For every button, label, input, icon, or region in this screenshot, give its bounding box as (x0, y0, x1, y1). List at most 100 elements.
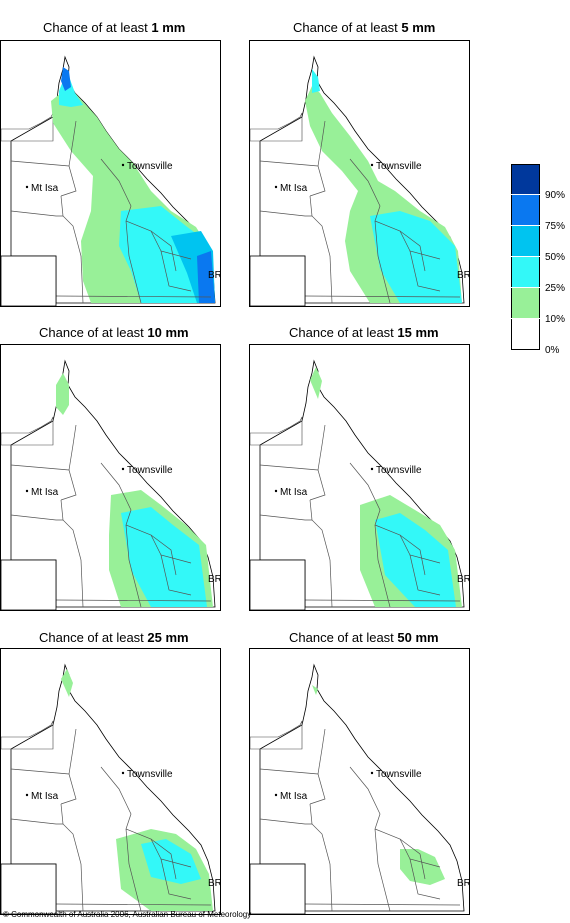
district-border (125, 524, 142, 608)
mt-isa-dot (274, 793, 278, 797)
gulf-coast (250, 112, 303, 142)
district-border (317, 120, 326, 167)
mt-isa-label: Mt Isa (280, 183, 308, 194)
bris-label: BRIS (208, 270, 220, 281)
bris-label: BRIS (457, 878, 469, 889)
townsville-dot (121, 163, 125, 167)
townsville-dot (121, 771, 125, 775)
district-border (304, 295, 461, 298)
panel-title: Chance of at least 5 mm (293, 20, 436, 35)
map-svg: Townsville Mt Isa BRIS (1, 663, 220, 914)
district-border (100, 158, 132, 222)
district-border (259, 464, 326, 501)
district-border (374, 524, 426, 576)
district-border (80, 863, 84, 912)
panel-title: Chance of at least 25 mm (39, 630, 189, 645)
district-border (349, 462, 381, 526)
townsville-label: Townsville (376, 465, 422, 476)
probability-map: Townsville Mt Isa BRIS (0, 40, 221, 307)
district-border (125, 220, 177, 272)
inset-box (250, 255, 306, 306)
district-border (80, 559, 84, 608)
map-svg: Townsville Mt Isa BRIS (1, 55, 220, 306)
district-border (125, 828, 142, 912)
district-border (68, 728, 77, 775)
district-border (60, 195, 82, 257)
probability-area (197, 251, 215, 303)
district-border (160, 858, 192, 900)
panel-title: Chance of at least 15 mm (289, 325, 439, 340)
district-border (125, 220, 142, 304)
district-border (349, 766, 381, 830)
bris-label: BRIS (457, 574, 469, 585)
mt-isa-dot (25, 793, 29, 797)
district-border (60, 803, 82, 865)
district-border (409, 250, 441, 292)
district-border (259, 514, 312, 521)
townsville-dot (370, 467, 374, 471)
mt-isa-label: Mt Isa (280, 487, 308, 498)
district-border (125, 828, 177, 880)
district-border (317, 424, 326, 471)
gulf-coast (250, 720, 303, 750)
district-border (10, 210, 63, 217)
district-border (160, 554, 192, 596)
townsville-label: Townsville (376, 769, 422, 780)
panel-title: Chance of at least 1 mm (43, 20, 186, 35)
district-border (100, 766, 132, 830)
district-border (304, 599, 461, 602)
probability-map: Townsville Mt Isa BRIS (249, 344, 470, 611)
map-svg: Townsville Mt Isa BRIS (250, 663, 469, 914)
legend-swatch-90 (511, 164, 540, 194)
probability-area (370, 211, 462, 303)
probability-area (310, 367, 322, 399)
panel-title: Chance of at least 10 mm (39, 325, 189, 340)
legend-swatch-10 (511, 288, 540, 318)
mt-isa-dot (274, 489, 278, 493)
bris-label: BRIS (457, 270, 469, 281)
probability-map: Townsville Mt Isa BRIS (0, 648, 221, 915)
panel-title: Chance of at least 50 mm (289, 630, 439, 645)
district-border (259, 768, 326, 805)
district-border (374, 220, 391, 304)
legend-swatch-25 (511, 257, 540, 287)
probability-area (56, 373, 69, 415)
mt-isa-dot (25, 489, 29, 493)
district-border (55, 903, 212, 906)
district-border (60, 499, 82, 561)
townsville-dot (370, 163, 374, 167)
legend-label: 90% (545, 190, 566, 201)
mt-isa-label: Mt Isa (31, 487, 59, 498)
townsville-dot (121, 467, 125, 471)
legend-label: 75% (545, 221, 566, 232)
map-svg: Townsville Mt Isa BRIS (250, 55, 469, 306)
district-border (55, 295, 212, 298)
mt-isa-label: Mt Isa (31, 183, 59, 194)
gulf-coast (250, 416, 303, 446)
probability-area (312, 685, 318, 695)
district-border (309, 499, 331, 561)
copyright-text: © Commonwealth of Australia 2006, Austra… (3, 910, 252, 919)
district-border (10, 768, 77, 805)
probability-area (121, 507, 207, 607)
townsville-label: Townsville (127, 769, 173, 780)
probability-area (61, 669, 73, 697)
map-svg: Townsville Mt Isa BRIS (1, 359, 220, 610)
district-border (317, 728, 326, 775)
district-border (374, 524, 391, 608)
mt-isa-dot (25, 185, 29, 189)
legend-label: 10% (545, 314, 566, 325)
inset-box (1, 255, 57, 306)
townsville-dot (370, 771, 374, 775)
legend-swatch-50 (511, 226, 540, 256)
probability-area (61, 67, 71, 91)
probability-map: Townsville Mt Isa BRIS (249, 40, 470, 307)
mt-isa-label: Mt Isa (31, 791, 59, 802)
district-border (10, 160, 77, 197)
legend-swatch-0 (511, 319, 540, 350)
inset-box (250, 559, 306, 610)
district-border (409, 554, 441, 596)
district-border (409, 858, 441, 900)
probability-area (375, 513, 456, 607)
district-border (160, 250, 192, 292)
